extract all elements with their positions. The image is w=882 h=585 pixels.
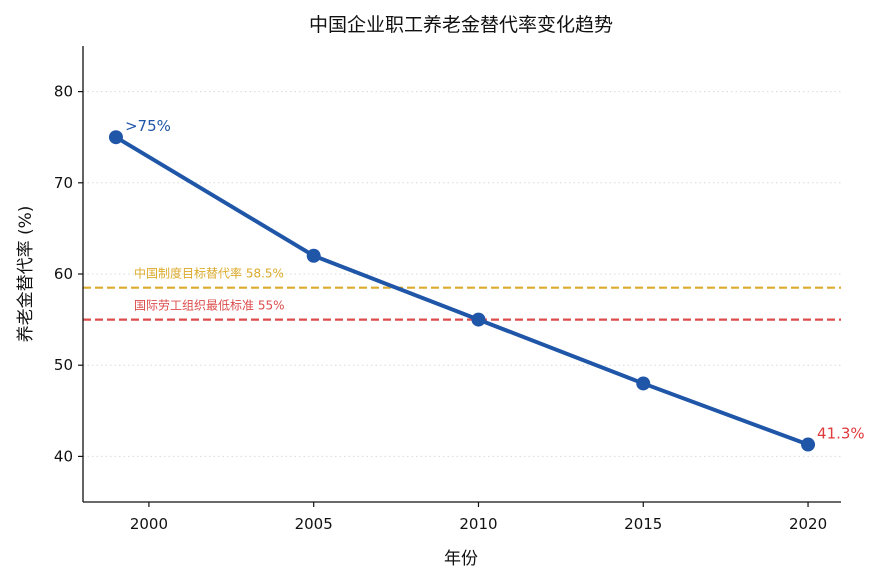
- reference-line-label: 中国制度目标替代率 58.5%: [134, 266, 284, 281]
- data-point: [636, 376, 651, 391]
- x-tick-label: 2000: [130, 515, 168, 533]
- reference-line-label: 国际劳工组织最低标准 55%: [134, 299, 285, 313]
- data-point: [471, 312, 486, 327]
- x-tick-label: 2020: [789, 515, 827, 533]
- series-line: [113, 135, 811, 447]
- data-point: [108, 130, 123, 145]
- x-tick-label: 2010: [459, 515, 497, 533]
- x-tick-label: 2015: [624, 515, 662, 533]
- chart-title: 中国企业职工养老金替代率变化趋势: [309, 14, 613, 36]
- y-tick-label: 60: [54, 265, 73, 283]
- data-point: [801, 437, 816, 452]
- data-point: [306, 248, 321, 263]
- x-tick-label: 2005: [295, 515, 333, 533]
- y-tick-label: 80: [54, 83, 73, 101]
- y-tick-label: 70: [54, 174, 73, 192]
- y-tick-label: 40: [54, 447, 73, 465]
- x-axis-label: 年份: [444, 549, 478, 569]
- y-tick-label: 50: [54, 356, 73, 374]
- y-axis-label: 养老金替代率 (%): [16, 206, 36, 343]
- point-annotation: >75%: [125, 117, 171, 135]
- point-annotation: 41.3%: [817, 425, 865, 443]
